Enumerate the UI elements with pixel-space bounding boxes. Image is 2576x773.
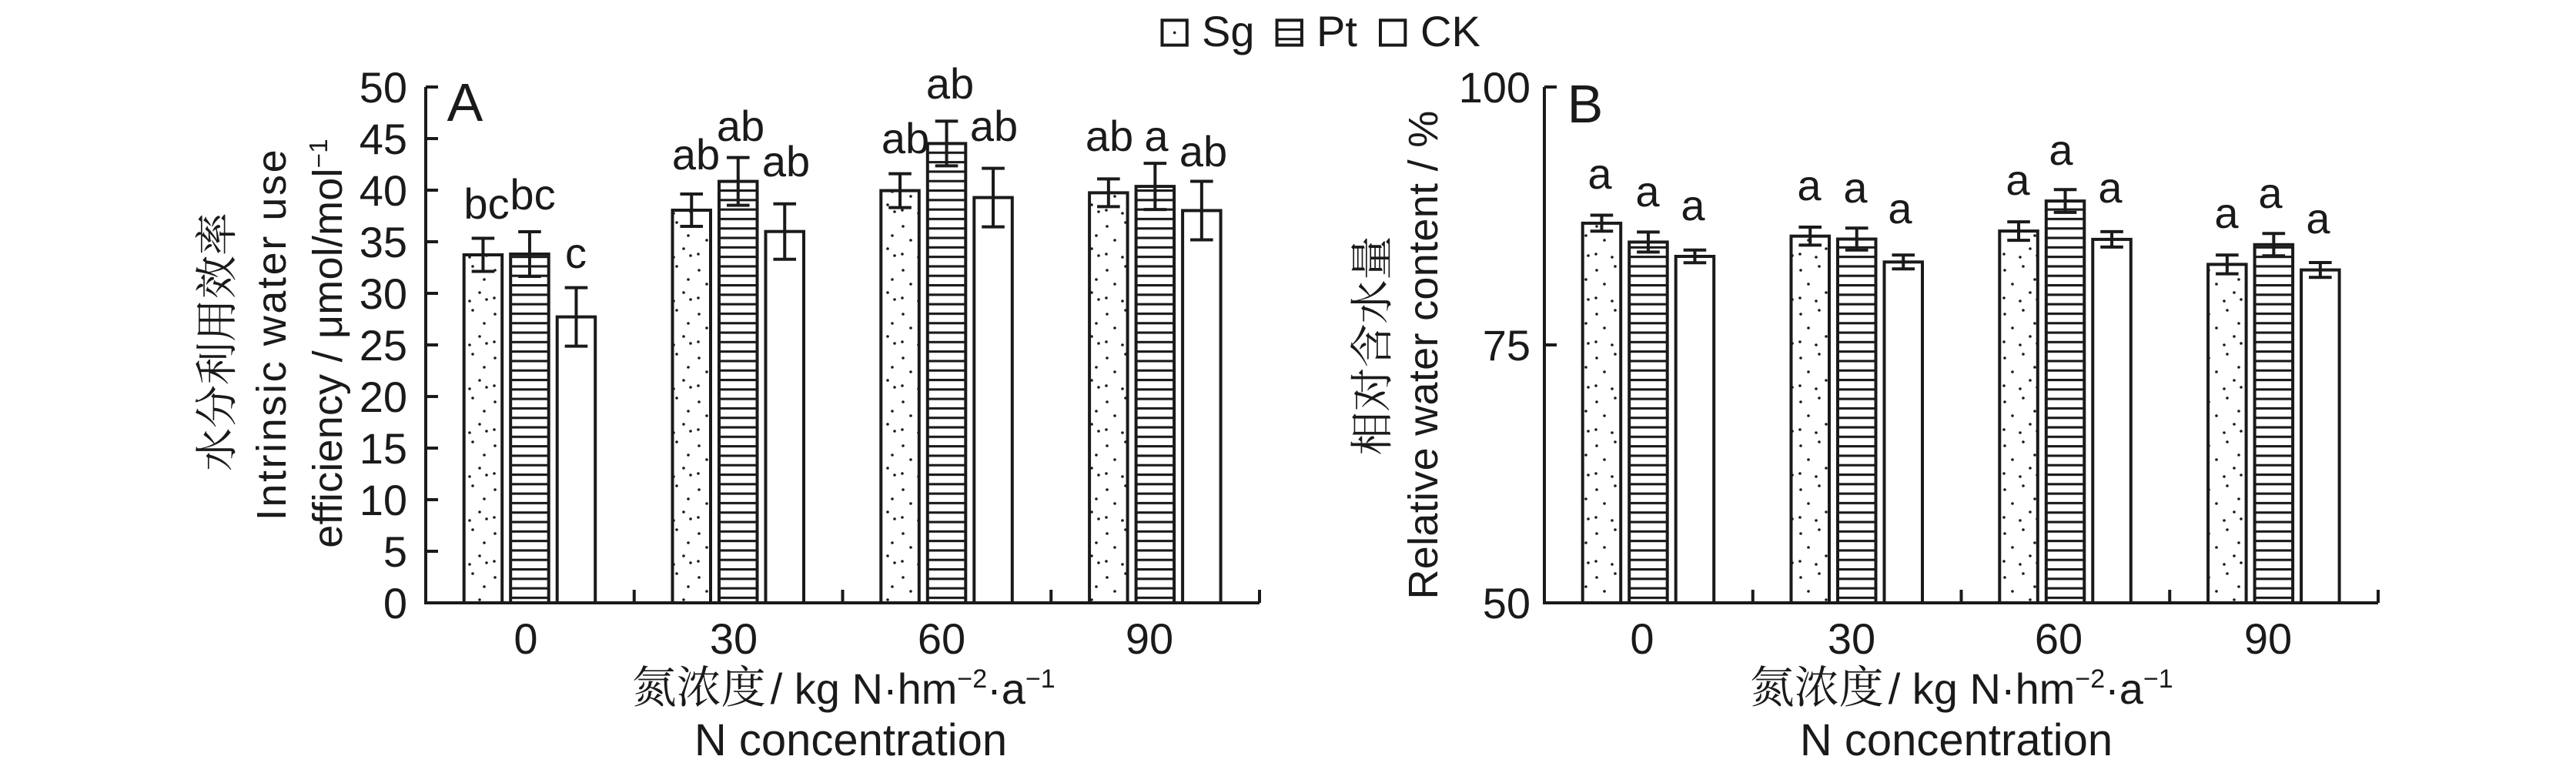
- svg-text:a: a: [2306, 194, 2330, 243]
- svg-text:bc: bc: [463, 179, 509, 228]
- svg-text:Pt: Pt: [1316, 7, 1357, 55]
- svg-text:0: 0: [1630, 614, 1654, 663]
- svg-text:50: 50: [1483, 579, 1531, 627]
- svg-text:N concentration: N concentration: [694, 715, 1007, 765]
- svg-text:100: 100: [1459, 63, 1531, 112]
- svg-text:10: 10: [360, 476, 407, 524]
- svg-text:Relative water content / %: Relative water content / %: [1400, 110, 1447, 599]
- svg-text:ab: ab: [970, 102, 1018, 150]
- svg-text:20: 20: [360, 373, 407, 421]
- svg-text:a: a: [1843, 163, 1868, 212]
- svg-text:Sg: Sg: [1202, 7, 1255, 55]
- svg-text:50: 50: [360, 63, 407, 112]
- svg-text:ab: ab: [882, 114, 929, 162]
- svg-text:Intrinsic water use: Intrinsic water use: [249, 148, 295, 521]
- svg-text:15: 15: [360, 424, 407, 473]
- svg-text:B: B: [1567, 74, 1604, 134]
- svg-text:a: a: [1635, 167, 1660, 216]
- svg-text:a: a: [1888, 184, 1912, 233]
- svg-text:a: a: [1587, 149, 1612, 198]
- svg-text:30: 30: [1828, 614, 1875, 663]
- svg-text:40: 40: [360, 166, 407, 215]
- svg-text:ab: ab: [1179, 127, 1227, 176]
- svg-text:a: a: [2214, 189, 2239, 237]
- svg-text:ab: ab: [1086, 112, 1133, 160]
- svg-text:60: 60: [2035, 614, 2083, 663]
- svg-text:/ kg N·hm−2·a−1: / kg N·hm−2·a−1: [771, 664, 1055, 713]
- svg-text:90: 90: [1126, 614, 1173, 663]
- svg-text:a: a: [1144, 112, 1169, 160]
- svg-text:a: a: [2258, 169, 2283, 217]
- svg-text:ab: ab: [926, 59, 974, 108]
- svg-text:a: a: [2098, 163, 2123, 212]
- svg-text:A: A: [447, 72, 483, 132]
- svg-text:35: 35: [360, 218, 407, 266]
- svg-text:CK: CK: [1420, 7, 1480, 55]
- svg-text:a: a: [1681, 181, 1705, 229]
- svg-text:30: 30: [710, 614, 758, 663]
- svg-text:ab: ab: [762, 137, 810, 186]
- svg-text:efficiency / μmol/mol−1: efficiency / μmol/mol−1: [304, 139, 351, 548]
- svg-text:0: 0: [383, 579, 407, 627]
- svg-text:5: 5: [383, 527, 407, 576]
- svg-text:75: 75: [1483, 321, 1531, 370]
- svg-text:90: 90: [2244, 614, 2292, 663]
- svg-text:a: a: [1797, 161, 1822, 209]
- svg-text:ab: ab: [717, 102, 764, 150]
- svg-text:0: 0: [514, 614, 537, 663]
- svg-text:30: 30: [360, 269, 407, 318]
- svg-text:bc: bc: [510, 170, 555, 219]
- svg-text:ab: ab: [672, 130, 720, 179]
- svg-text:60: 60: [918, 614, 965, 663]
- svg-text:/ kg N·hm−2·a−1: / kg N·hm−2·a−1: [1889, 664, 2173, 713]
- svg-text:N concentration: N concentration: [1800, 715, 2113, 765]
- svg-text:a: a: [2049, 125, 2073, 174]
- svg-text:a: a: [2006, 156, 2030, 204]
- svg-text:c: c: [565, 229, 587, 277]
- svg-text:45: 45: [360, 115, 407, 163]
- svg-text:25: 25: [360, 321, 407, 370]
